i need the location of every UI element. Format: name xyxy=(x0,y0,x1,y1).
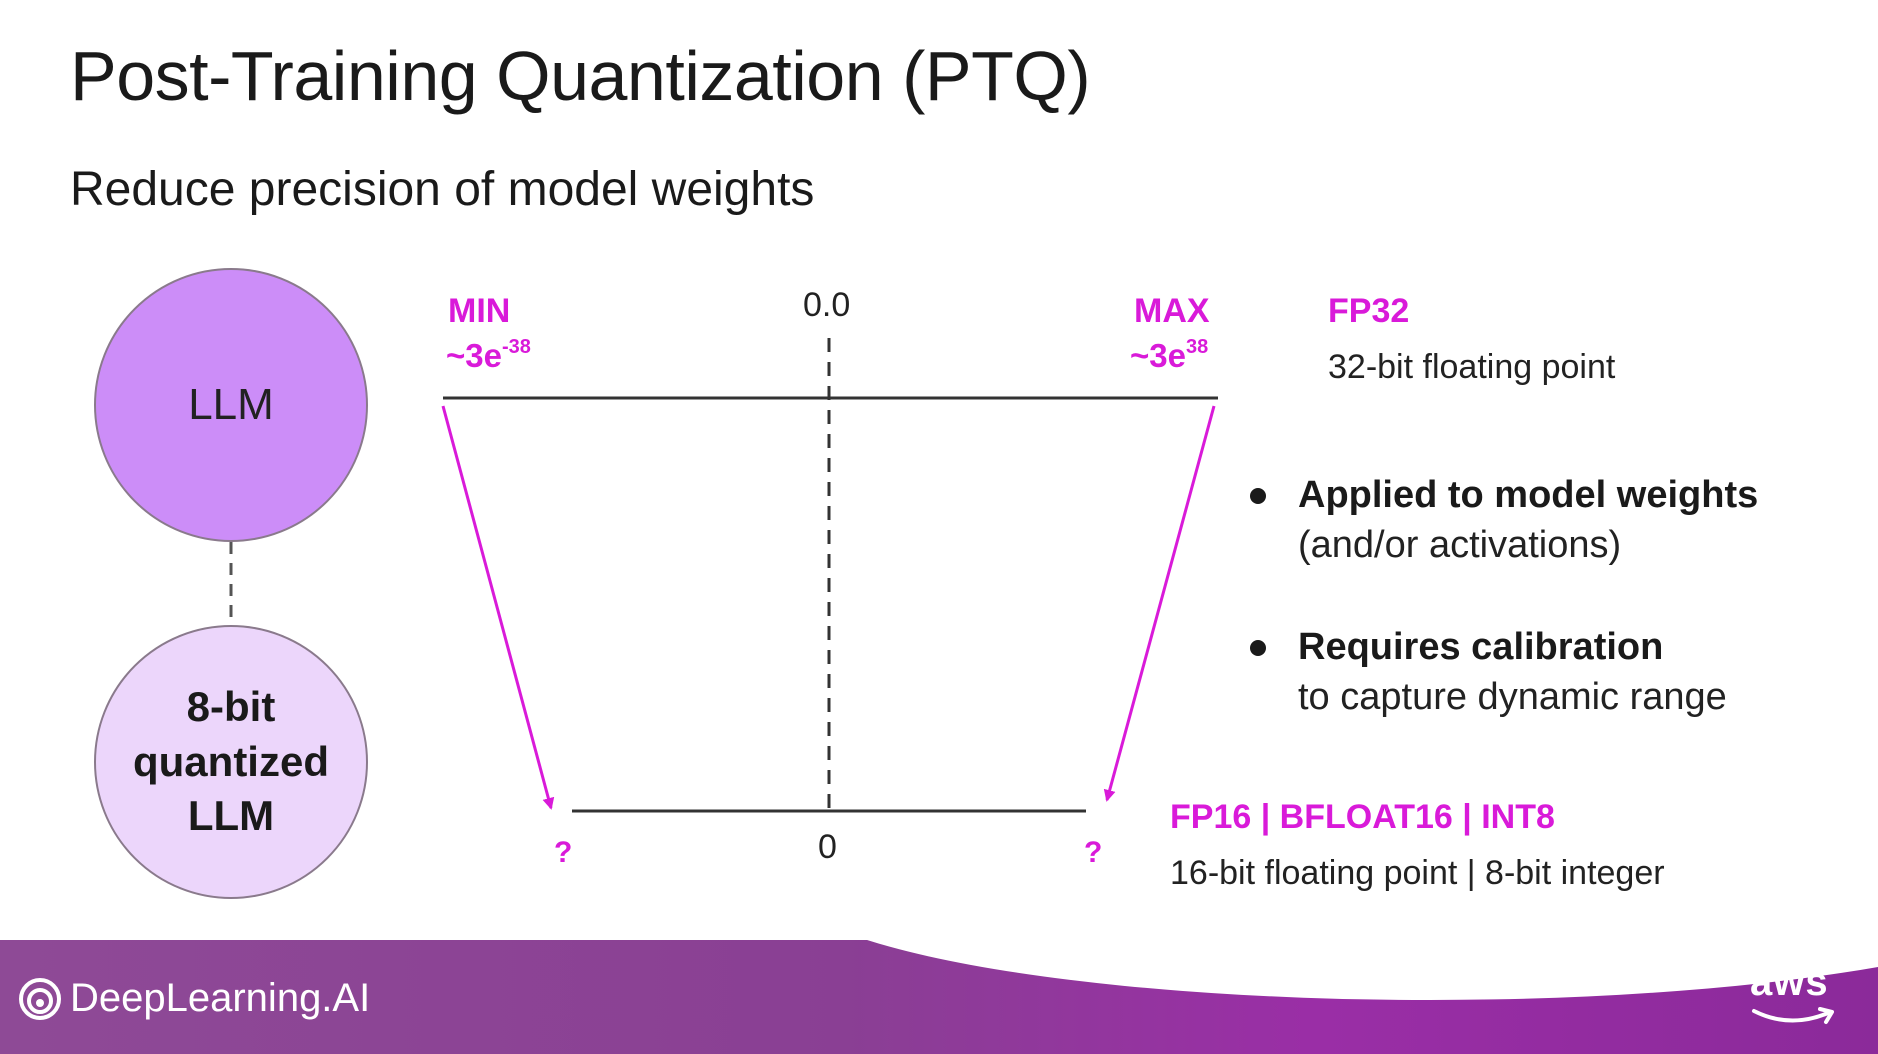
target-min-unknown: ? xyxy=(554,836,573,869)
deeplearning-ai-logo: DeepLearning.AI xyxy=(18,976,370,1021)
slide-title: Post-Training Quantization (PTQ) xyxy=(70,37,1091,115)
llm-circle: LLM xyxy=(94,268,368,542)
low-precision-label: FP16 | BFLOAT16 | INT8 xyxy=(1170,798,1555,836)
quantized-llm-label: 8-bit quantized LLM xyxy=(133,683,329,840)
bullet-dot xyxy=(1250,640,1266,656)
target-max-unknown: ? xyxy=(1084,836,1103,869)
fp32-zero-label: 0.0 xyxy=(803,286,851,324)
slide-subtitle: Reduce precision of model weights xyxy=(70,163,815,216)
fp32-description: 32-bit floating point xyxy=(1328,348,1616,386)
min-label: MIN xyxy=(448,292,511,330)
bullet-heading: Applied to model weights xyxy=(1298,474,1759,516)
max-mapping-arrow xyxy=(1103,405,1216,802)
footer-bar: DeepLearning.AI aws xyxy=(0,940,1878,1054)
bullet-detail: to capture dynamic range xyxy=(1298,676,1727,718)
min-mapping-arrow xyxy=(441,405,555,810)
aws-wordmark: aws xyxy=(1750,960,1829,1004)
low-precision-description: 16-bit floating point | 8-bit integer xyxy=(1170,854,1665,892)
aws-logo: aws xyxy=(1750,960,1840,1034)
max-value: ~3e38 xyxy=(1130,336,1209,374)
footer-decorative-arc xyxy=(780,940,1878,1000)
quantized-llm-circle: 8-bit quantized LLM xyxy=(94,625,368,899)
min-value: ~3e-38 xyxy=(446,336,531,374)
llm-label: LLM xyxy=(188,380,274,429)
bullet-heading: Requires calibration xyxy=(1298,626,1664,668)
aws-smile-icon xyxy=(1752,1007,1834,1024)
deeplearning-ai-logo-icon xyxy=(19,977,61,1020)
fp32-label: FP32 xyxy=(1328,292,1410,330)
bullet-detail: (and/or activations) xyxy=(1298,524,1622,566)
deeplearning-ai-wordmark: DeepLearning.AI xyxy=(70,976,371,1020)
bullet-dot xyxy=(1250,488,1266,504)
target-zero-label: 0 xyxy=(818,828,837,866)
max-label: MAX xyxy=(1134,292,1210,330)
